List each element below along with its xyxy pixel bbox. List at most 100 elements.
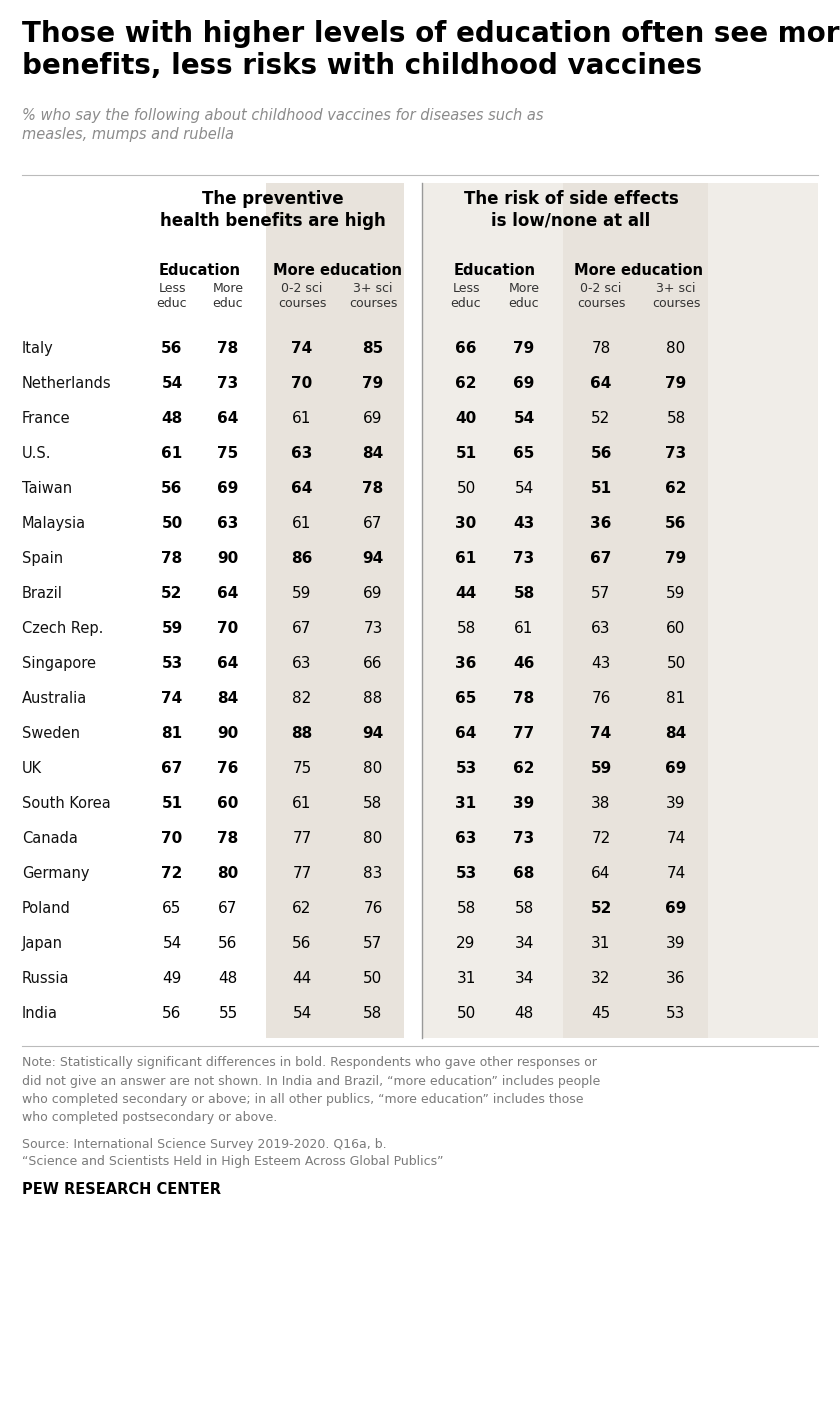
- Text: 76: 76: [591, 691, 611, 706]
- Text: 46: 46: [513, 656, 535, 671]
- Text: 62: 62: [292, 901, 312, 915]
- Text: PEW RESEARCH CENTER: PEW RESEARCH CENTER: [22, 1182, 221, 1198]
- Text: The preventive
health benefits are high: The preventive health benefits are high: [160, 190, 386, 229]
- Text: 78: 78: [591, 341, 611, 357]
- Text: 78: 78: [362, 482, 384, 496]
- Text: 61: 61: [514, 621, 533, 636]
- Text: 94: 94: [362, 726, 384, 741]
- Text: 59: 59: [666, 585, 685, 601]
- Text: 77: 77: [513, 726, 534, 741]
- Text: 90: 90: [218, 726, 239, 741]
- Text: 52: 52: [161, 585, 182, 601]
- Text: 64: 64: [218, 656, 239, 671]
- Text: 53: 53: [455, 866, 476, 880]
- Text: 79: 79: [665, 376, 686, 390]
- Text: 70: 70: [291, 376, 312, 390]
- Text: 80: 80: [218, 866, 239, 880]
- Text: Czech Rep.: Czech Rep.: [22, 621, 103, 636]
- Text: 56: 56: [591, 446, 612, 461]
- Text: 78: 78: [513, 691, 534, 706]
- Text: 30: 30: [455, 517, 476, 531]
- Text: 62: 62: [513, 761, 535, 776]
- Text: 78: 78: [161, 550, 182, 566]
- Text: 31: 31: [591, 936, 611, 951]
- Text: 63: 63: [292, 656, 312, 671]
- Text: 69: 69: [218, 482, 239, 496]
- Text: 62: 62: [455, 376, 477, 390]
- Text: 73: 73: [513, 831, 534, 847]
- Text: 0-2 sci
courses: 0-2 sci courses: [278, 282, 326, 310]
- Text: 57: 57: [364, 936, 383, 951]
- Text: The risk of side effects
is low/none at all: The risk of side effects is low/none at …: [464, 190, 679, 229]
- Text: 39: 39: [666, 936, 685, 951]
- Bar: [563, 183, 708, 1038]
- Text: 51: 51: [161, 796, 182, 812]
- Text: Taiwan: Taiwan: [22, 482, 72, 496]
- Text: Those with higher levels of education often see more
benefits, less risks with c: Those with higher levels of education of…: [22, 20, 840, 80]
- Text: 44: 44: [292, 972, 312, 986]
- Text: 53: 53: [455, 761, 476, 776]
- Text: 54: 54: [162, 936, 181, 951]
- Text: 88: 88: [364, 691, 383, 706]
- Text: South Korea: South Korea: [22, 796, 111, 812]
- Text: U.S.: U.S.: [22, 446, 51, 461]
- Text: 51: 51: [591, 482, 612, 496]
- Text: 48: 48: [161, 411, 182, 425]
- Text: 52: 52: [591, 901, 612, 915]
- Text: France: France: [22, 411, 71, 425]
- Text: 53: 53: [666, 1007, 685, 1021]
- Text: 3+ sci
courses: 3+ sci courses: [652, 282, 701, 310]
- Text: 79: 79: [665, 550, 686, 566]
- Text: 67: 67: [292, 621, 312, 636]
- Text: Less
educ: Less educ: [451, 282, 481, 310]
- Text: 58: 58: [364, 796, 383, 812]
- Text: 64: 64: [591, 866, 611, 880]
- Text: 55: 55: [218, 1007, 238, 1021]
- Text: 73: 73: [513, 550, 534, 566]
- Text: 69: 69: [363, 411, 383, 425]
- Text: Poland: Poland: [22, 901, 71, 915]
- Text: 39: 39: [513, 796, 534, 812]
- Text: 54: 54: [161, 376, 182, 390]
- Text: 43: 43: [513, 517, 534, 531]
- Text: 50: 50: [456, 1007, 475, 1021]
- Text: 76: 76: [364, 901, 383, 915]
- Text: 64: 64: [291, 482, 312, 496]
- Text: Canada: Canada: [22, 831, 78, 847]
- Text: 65: 65: [162, 901, 181, 915]
- Text: 62: 62: [665, 482, 687, 496]
- Text: 67: 67: [161, 761, 182, 776]
- Text: 36: 36: [591, 517, 612, 531]
- Text: Source: International Science Survey 2019-2020. Q16a, b.
“Science and Scientists: Source: International Science Survey 201…: [22, 1139, 444, 1168]
- Text: 81: 81: [161, 726, 182, 741]
- Text: Less
educ: Less educ: [157, 282, 187, 310]
- Text: 38: 38: [591, 796, 611, 812]
- Text: 81: 81: [666, 691, 685, 706]
- Text: 29: 29: [456, 936, 475, 951]
- Text: 48: 48: [514, 1007, 533, 1021]
- Text: 58: 58: [666, 411, 685, 425]
- Text: 63: 63: [218, 517, 239, 531]
- Text: 64: 64: [218, 411, 239, 425]
- Text: 64: 64: [455, 726, 476, 741]
- Text: Japan: Japan: [22, 936, 63, 951]
- Text: More education: More education: [273, 263, 402, 278]
- Text: 70: 70: [161, 831, 182, 847]
- Text: 72: 72: [591, 831, 611, 847]
- Text: Brazil: Brazil: [22, 585, 63, 601]
- Bar: [422, 183, 818, 1038]
- Text: Italy: Italy: [22, 341, 54, 357]
- Text: 77: 77: [292, 831, 312, 847]
- Text: 70: 70: [218, 621, 239, 636]
- Text: 84: 84: [218, 691, 239, 706]
- Text: Note: Statistically significant differences in bold. Respondents who gave other : Note: Statistically significant differen…: [22, 1056, 601, 1125]
- Text: Netherlands: Netherlands: [22, 376, 112, 390]
- Text: 44: 44: [455, 585, 476, 601]
- Text: 50: 50: [666, 656, 685, 671]
- Text: 54: 54: [292, 1007, 312, 1021]
- Text: 63: 63: [291, 446, 312, 461]
- Text: 31: 31: [455, 796, 476, 812]
- Text: 90: 90: [218, 550, 239, 566]
- Text: 75: 75: [218, 446, 239, 461]
- Text: 56: 56: [665, 517, 686, 531]
